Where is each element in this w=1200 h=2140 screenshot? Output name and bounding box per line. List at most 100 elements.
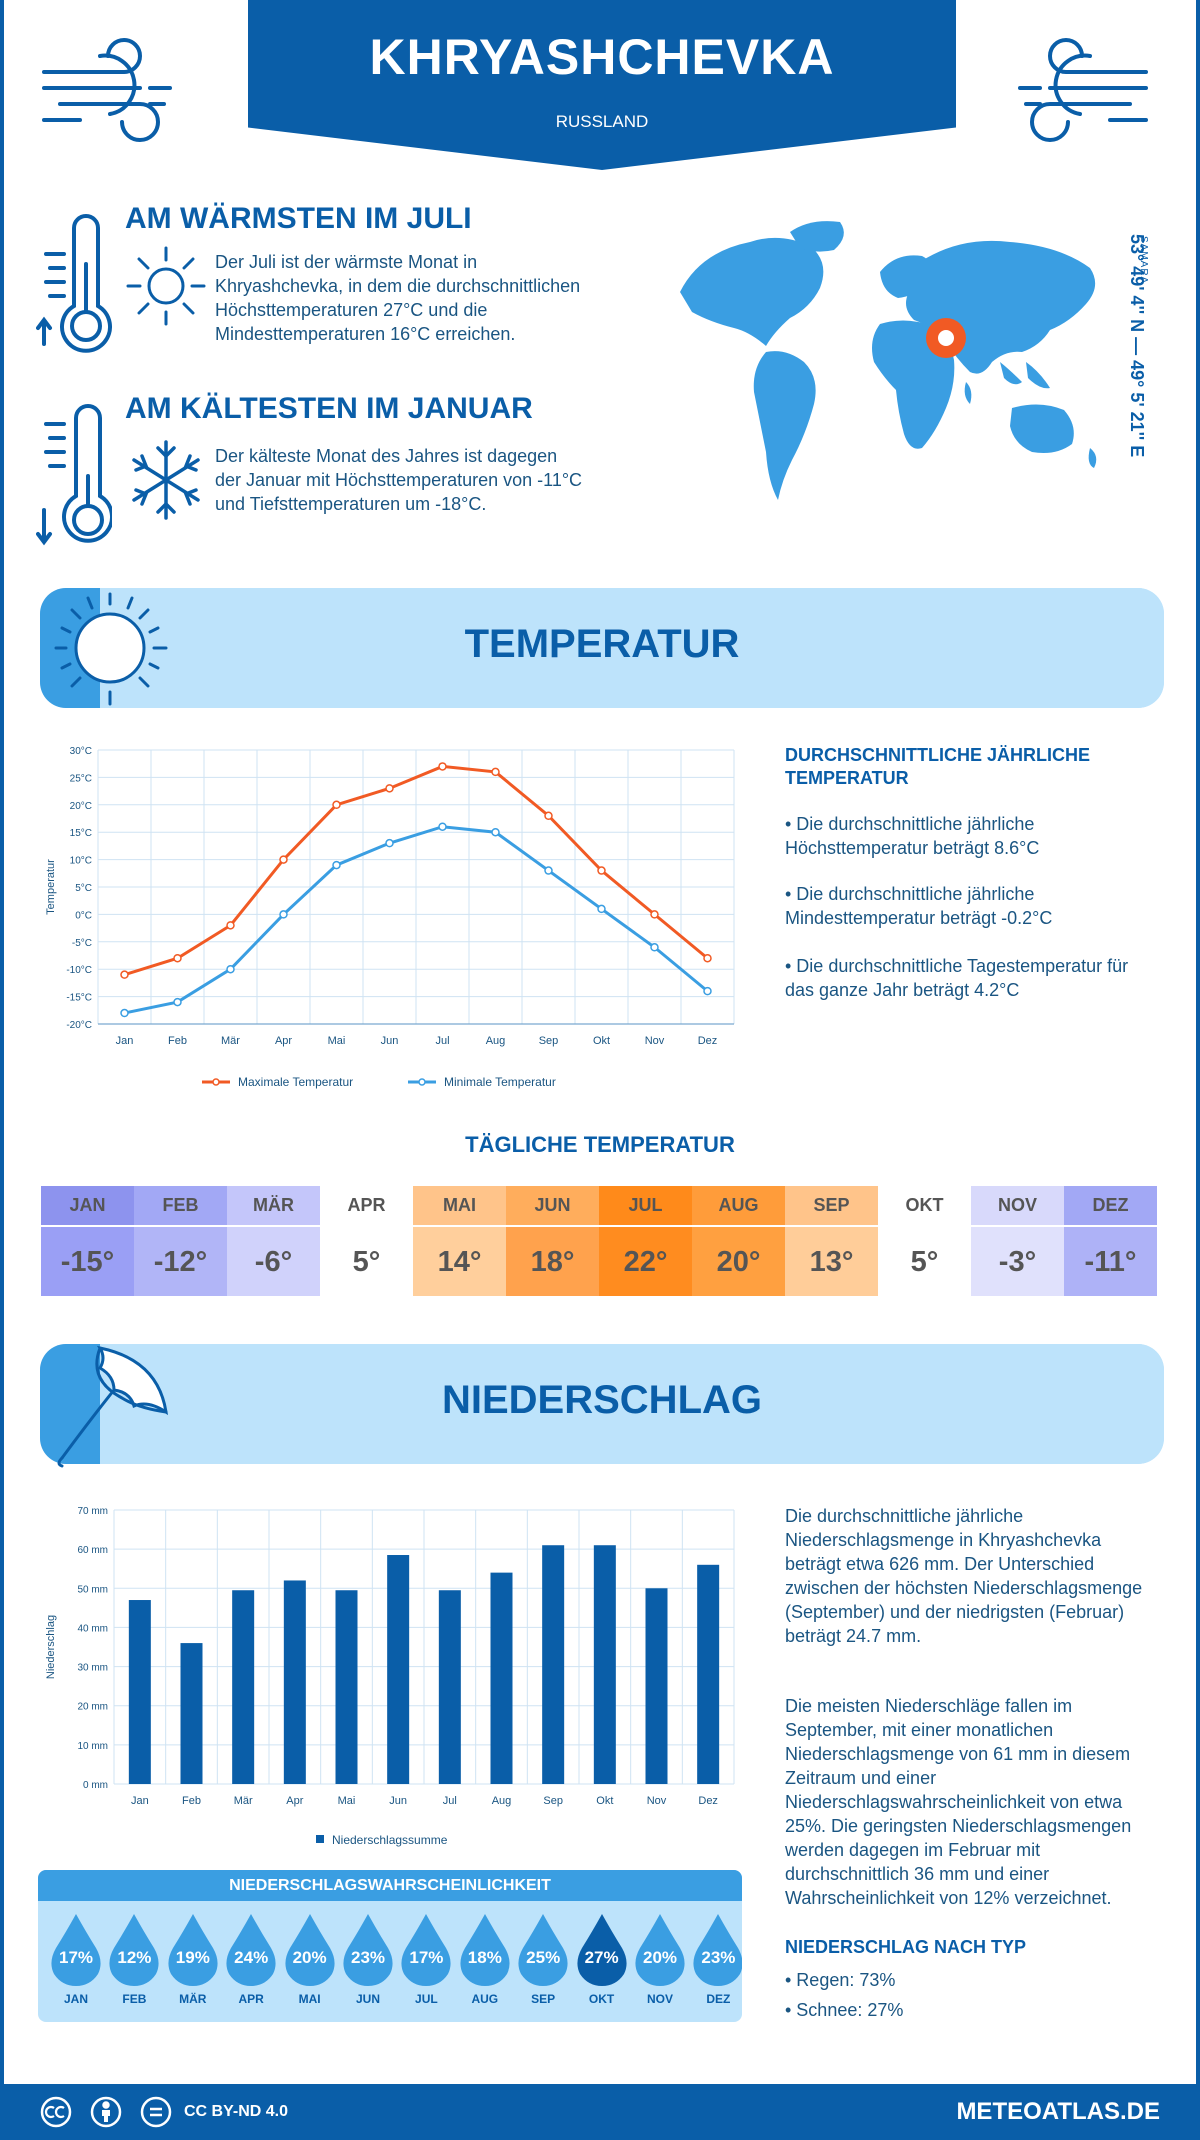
annual-min-text: • Die durchschnittliche jährliche Mindes… xyxy=(785,884,1053,928)
y-tick-label: 40 mm xyxy=(77,1623,108,1634)
legend-label: Niederschlagssumme xyxy=(332,1833,448,1847)
data-point xyxy=(544,811,553,821)
warmest-text: Der Juli ist der wärmste Monat in Khryas… xyxy=(215,252,581,344)
y-axis-label: Niederschlag xyxy=(45,1615,57,1679)
annual-avg-text: • Die durchschnittliche Tagestemperatur … xyxy=(785,956,1129,1000)
raindrop-icon xyxy=(51,1914,101,1986)
y-tick-label: 10 mm xyxy=(77,1741,108,1752)
daily-temp-cell: MAI 14° xyxy=(413,1186,506,1296)
raindrop-icon xyxy=(285,1914,335,1986)
y-tick-label: 0 mm xyxy=(83,1780,108,1791)
cc-icon xyxy=(40,2096,72,2128)
daily-temp-month: NOV xyxy=(971,1186,1064,1225)
raindrop-icon xyxy=(226,1914,276,1986)
data-point xyxy=(279,855,288,864)
probability-month: JAN xyxy=(63,1992,88,2006)
daily-temp-cell: AUG 20° xyxy=(692,1186,785,1296)
wind-icon xyxy=(42,38,172,142)
daily-temp-cell: OKT 5° xyxy=(878,1186,971,1296)
probability-drop: 20% MAI xyxy=(284,1912,336,2006)
daily-temp-value: 5° xyxy=(320,1225,413,1296)
daily-temp-cell: DEZ -11° xyxy=(1064,1186,1157,1296)
annual-max-text: • Die durchschnittliche jährliche Höchst… xyxy=(785,814,1040,858)
probability-value: 27% xyxy=(584,1948,619,1967)
x-tick-label: Okt xyxy=(593,1035,610,1047)
precipitation-bar xyxy=(438,1590,461,1784)
x-tick-label: Sep xyxy=(543,1795,563,1807)
y-tick-label: 0°C xyxy=(75,910,92,921)
daily-temp-value: 20° xyxy=(692,1225,785,1296)
sun-icon xyxy=(126,246,206,326)
raindrop-icon xyxy=(518,1914,568,1986)
infographic-page: KHRYASHCHEVKA RUSSLAND AM WÄRMSTEN IM JU… xyxy=(4,0,1196,2084)
daily-temp-month: JUN xyxy=(506,1186,599,1225)
data-point xyxy=(385,784,394,793)
precipitation-bar xyxy=(180,1643,203,1784)
daily-temp-cell: JUL 22° xyxy=(599,1186,692,1296)
probability-month: OKT xyxy=(588,1992,615,2006)
daily-temp-month: JUL xyxy=(599,1186,692,1225)
x-tick-label: Feb xyxy=(182,1795,201,1807)
precipitation-probability-panel: NIEDERSCHLAGSWAHRSCHEINLICHKEIT 17% JAN 12… xyxy=(38,1870,742,2022)
probability-month: MAI xyxy=(298,1992,321,2006)
data-point xyxy=(650,943,659,952)
data-point xyxy=(332,800,341,810)
daily-temp-cell: APR 5° xyxy=(320,1186,413,1296)
precipitation-bar xyxy=(387,1555,410,1784)
probability-drop: 17% JUL xyxy=(400,1912,452,2006)
data-point xyxy=(703,953,712,963)
data-point xyxy=(438,822,447,831)
precipitation-bar xyxy=(232,1590,255,1784)
world-map xyxy=(680,221,1097,500)
daily-temp-cell: JUN 18° xyxy=(506,1186,599,1296)
data-point xyxy=(491,827,500,837)
series-line-min xyxy=(124,825,709,1015)
x-tick-label: Aug xyxy=(486,1035,506,1047)
data-point xyxy=(173,953,182,963)
daily-temp-value: 14° xyxy=(413,1225,506,1296)
daily-temp-value: -11° xyxy=(1064,1225,1157,1296)
daily-temp-value: -12° xyxy=(134,1225,227,1296)
daily-temp-value: 18° xyxy=(506,1225,599,1296)
probability-drop: 24% APR xyxy=(225,1912,277,2006)
daily-temp-month: AUG xyxy=(692,1186,785,1225)
probability-value: 23% xyxy=(350,1948,386,1967)
legend-label: Minimale Temperatur xyxy=(444,1075,556,1089)
snowflake-icon xyxy=(132,440,200,520)
data-point xyxy=(597,866,606,875)
probability-drop: 12% FEB xyxy=(108,1912,160,2006)
data-point xyxy=(332,860,341,870)
daily-temp-month: DEZ xyxy=(1064,1186,1157,1225)
x-tick-label: Jan xyxy=(116,1035,134,1047)
daily-temp-month: MAI xyxy=(413,1186,506,1225)
precipitation-bar xyxy=(335,1590,358,1784)
probability-drop: 25% SEP xyxy=(517,1912,569,2006)
precipitation-bar xyxy=(593,1545,616,1784)
data-point xyxy=(491,767,500,777)
y-tick-label: 20°C xyxy=(70,801,92,812)
daily-temp-cell: JAN -15° xyxy=(41,1186,134,1296)
data-point xyxy=(703,986,712,996)
probability-value: 25% xyxy=(526,1948,561,1967)
legend-marker xyxy=(418,1078,426,1086)
precipitation-type-rain: • Regen: 73% xyxy=(785,1970,896,1990)
daily-temp-month: JAN xyxy=(41,1186,134,1225)
wind-icon xyxy=(1018,38,1148,142)
location-pin-icon xyxy=(926,318,966,358)
x-tick-label: Mär xyxy=(234,1795,253,1807)
annual-temperature-title: DURCHSCHNITTLICHE JÄHRLICHE TEMPERATUR xyxy=(785,745,1090,788)
y-tick-label: 25°C xyxy=(70,773,92,784)
probability-month: APR xyxy=(238,1992,264,2006)
x-tick-label: Jul xyxy=(443,1795,457,1807)
warmest-title: AM WÄRMSTEN IM JULI xyxy=(125,202,472,235)
legend-marker xyxy=(212,1078,220,1086)
site-link[interactable]: METEOATLAS.DE xyxy=(956,2098,1160,2125)
probability-month: DEZ xyxy=(706,1992,731,2006)
precipitation-bar xyxy=(542,1545,565,1784)
x-tick-label: Apr xyxy=(286,1795,303,1807)
probability-drop: 27% OKT xyxy=(576,1912,628,2006)
x-tick-label: Jan xyxy=(131,1795,149,1807)
probability-drop: 23% DEZ xyxy=(692,1912,742,2006)
raindrop-icon xyxy=(109,1914,159,1986)
probability-value: 19% xyxy=(175,1948,210,1967)
